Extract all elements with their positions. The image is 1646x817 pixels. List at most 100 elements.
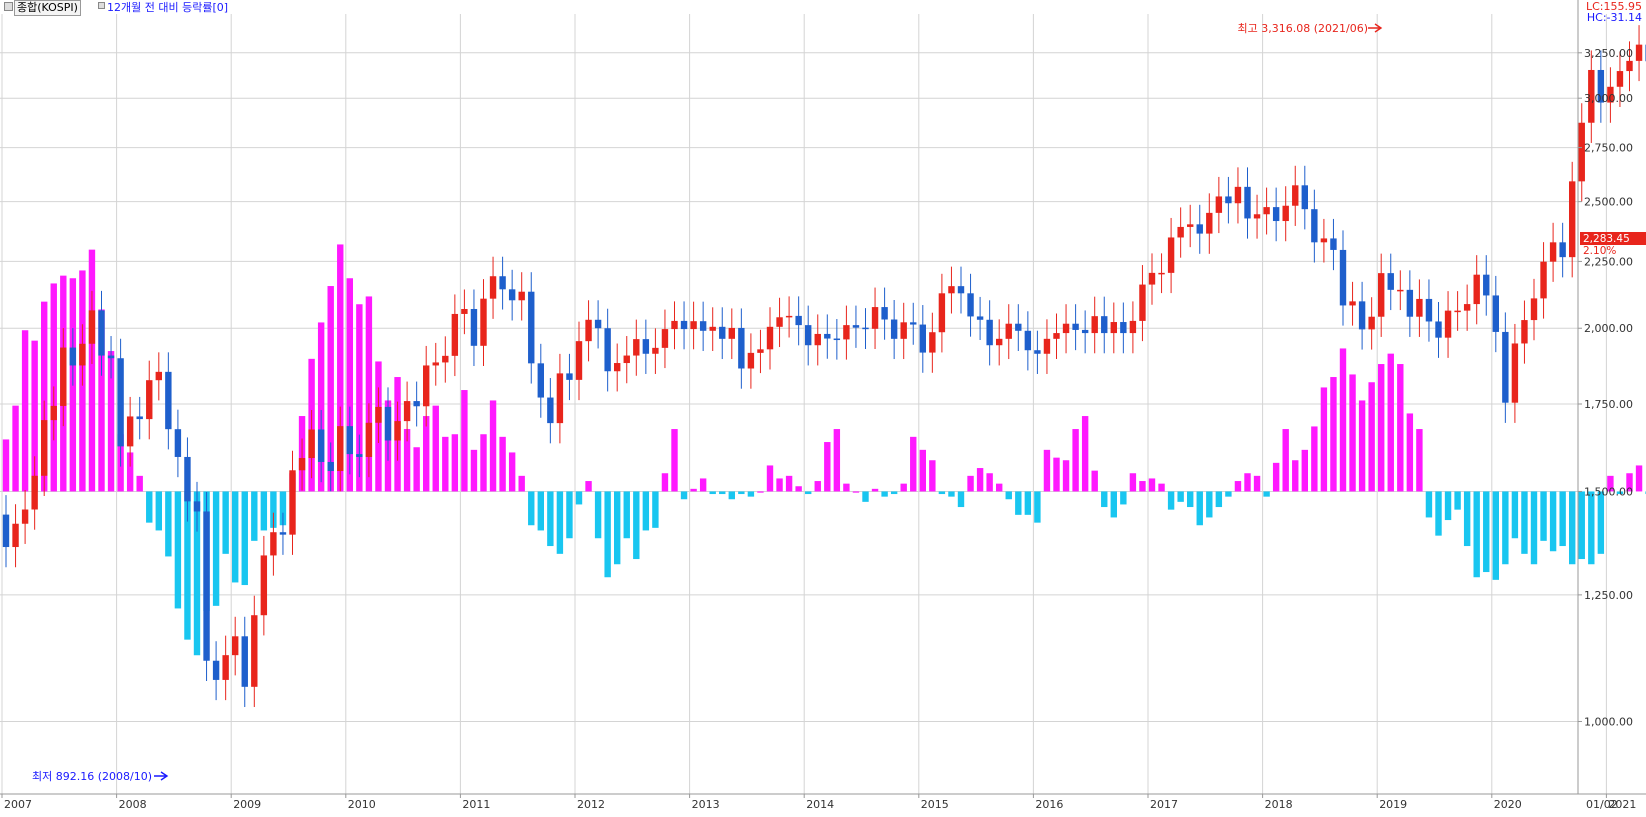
yoy-bar (98, 309, 105, 492)
yoy-bar (1540, 491, 1547, 541)
yoy-bar (1005, 491, 1012, 500)
candle-body (623, 355, 630, 364)
yoy-bar (155, 491, 162, 531)
candle-body (976, 316, 984, 320)
hc-value: HC:-31.14 (1586, 11, 1642, 24)
candle-body (1540, 261, 1547, 299)
yoy-bar (337, 244, 344, 492)
candle-body (60, 347, 67, 406)
candle-body (1301, 185, 1308, 210)
y-tick-label: 1,500.00 (1584, 485, 1633, 498)
candle-body (1588, 69, 1595, 123)
yoy-bar (1597, 491, 1605, 554)
yoy-bar (852, 491, 860, 493)
yoy-bar (566, 491, 573, 539)
yoy-bar (212, 491, 220, 606)
x-tick-label: 2018 (1265, 798, 1293, 811)
yoy-bar (1158, 483, 1165, 492)
yoy-bar (1167, 491, 1175, 510)
candle-body (986, 319, 993, 346)
yoy-bar (1139, 481, 1146, 492)
candle-body (1454, 310, 1461, 313)
high-arrow-icon (1368, 23, 1383, 33)
candle-body (1330, 238, 1337, 250)
candle-body (12, 523, 19, 548)
yoy-bar (346, 278, 353, 492)
candle-body (1043, 338, 1051, 354)
indicator-label[interactable]: 12개월 전 대비 등락률[0] (107, 1, 229, 14)
yoy-bar (1225, 491, 1232, 497)
yoy-bar (423, 416, 430, 492)
candle-body (699, 321, 707, 331)
chart-title[interactable]: 종합(KOSPI) (14, 0, 81, 16)
candle-body (1034, 350, 1041, 354)
yoy-bar (776, 478, 783, 492)
yoy-bar (442, 436, 449, 492)
yoy-bar (862, 491, 869, 502)
settings-checkbox-icon[interactable] (4, 2, 13, 11)
yoy-bar (489, 400, 497, 492)
candle-body (1101, 316, 1108, 334)
candle-body (241, 636, 248, 687)
yoy-bar (948, 491, 955, 497)
yoy-bar (165, 491, 172, 557)
candle-body (719, 326, 726, 339)
candle-body (566, 373, 573, 380)
candle-body (1530, 298, 1538, 321)
candle-body (279, 532, 287, 535)
candle-body (1425, 298, 1433, 322)
candle-body (155, 371, 162, 381)
yoy-bar (1062, 460, 1070, 492)
yoy-bar (21, 330, 29, 492)
candle-body (1024, 330, 1032, 351)
indicator-toggle-icon[interactable] (98, 2, 105, 9)
yoy-bar (480, 434, 487, 492)
yoy-bar (1301, 449, 1308, 492)
candle-body (890, 319, 898, 339)
candle-body (1263, 207, 1270, 215)
candle-body (394, 421, 401, 441)
yoy-bar (41, 301, 48, 492)
candle-body (881, 307, 888, 320)
candle-body (117, 358, 124, 447)
candle-body (852, 325, 860, 328)
yoy-bar (1378, 364, 1385, 492)
yoy-bar (1626, 473, 1633, 492)
candle-body (470, 308, 478, 346)
lc-value: LC:155.95 (1585, 0, 1642, 13)
yoy-bar (403, 429, 411, 492)
yoy-bar (12, 405, 19, 492)
candle-body (174, 429, 182, 457)
yoy-bar (1148, 478, 1156, 492)
yoy-bar (795, 486, 802, 492)
candle-body (184, 456, 191, 502)
candle-body (289, 470, 296, 535)
candle-body (528, 291, 535, 364)
candle-body (1521, 320, 1528, 344)
yoy-bar (1339, 348, 1347, 492)
candle-body (1005, 323, 1012, 339)
yoy-bar (136, 475, 143, 492)
candle-body (747, 352, 755, 369)
candle-body (1167, 237, 1175, 273)
candle-body (1091, 316, 1098, 334)
candle-body (413, 401, 420, 407)
candle-body (766, 326, 774, 350)
yoy-bar (699, 478, 707, 492)
candle-body (442, 355, 449, 363)
candle-body (938, 293, 946, 333)
yoy-bar (470, 449, 478, 492)
candle-body (1607, 86, 1614, 103)
yoy-bar (260, 491, 268, 531)
yoy-bar (1206, 491, 1213, 518)
yoy-bar (1091, 470, 1098, 492)
yoy-bar (957, 491, 965, 508)
candle-body (1511, 343, 1519, 403)
candle-body (671, 320, 678, 330)
high-annotation-label: 최고 3,316.08 (2021/06) (1238, 22, 1369, 35)
candle-body (1015, 323, 1022, 331)
yoy-bar (1120, 491, 1127, 505)
candle-body (871, 307, 879, 329)
yoy-bar (1024, 491, 1032, 515)
candle-body (1292, 185, 1299, 206)
